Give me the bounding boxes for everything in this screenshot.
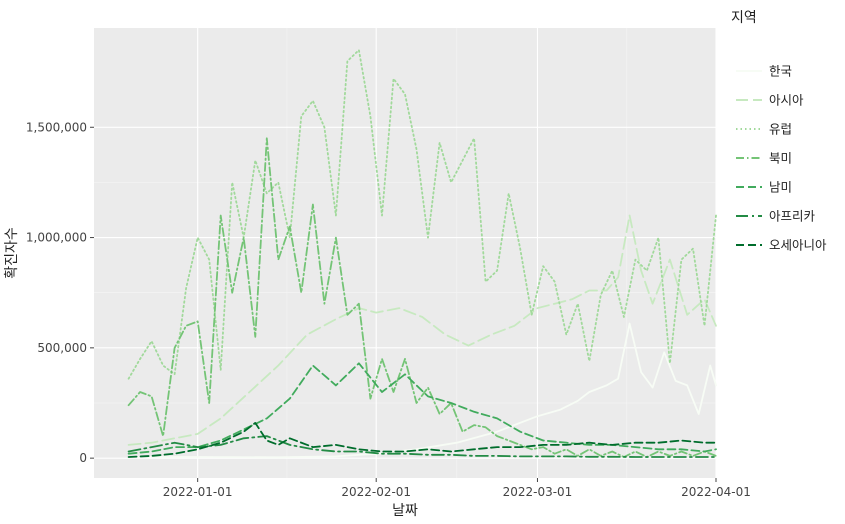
legend-label: 한국 [769, 64, 792, 79]
major-gridlines [94, 28, 717, 478]
x-tick-label: 2022-04-01 [681, 485, 751, 499]
x-tick-label: 2022-03-01 [503, 485, 573, 499]
legend-label: 아프리카 [769, 209, 816, 224]
y-axis-ticks: 0 500,000 1,000,000 1,500,000 [26, 120, 94, 465]
series-line-5 [127, 362, 717, 455]
series-line-7 [127, 422, 717, 458]
y-tick-label: 0 [79, 451, 87, 465]
x-axis-ticks: 2022-01-01 2022-02-01 2022-03-01 2022-04-01 [163, 478, 751, 499]
legend-label: 유럽 [769, 122, 792, 137]
legend-title: 지역 [731, 10, 757, 26]
legend-label: 남미 [769, 180, 792, 195]
legend-label: 북미 [769, 151, 792, 166]
legend-item-2[interactable]: 아시아 [736, 93, 804, 108]
y-tick-label: 500,000 [37, 341, 87, 355]
series-line-4 [127, 137, 717, 458]
y-tick-label: 1,000,000 [26, 231, 87, 245]
legend-item-1[interactable]: 한국 [736, 64, 792, 79]
series-line-2 [127, 214, 717, 446]
x-tick-label: 2022-02-01 [341, 485, 411, 499]
legend-label: 아시아 [769, 93, 804, 108]
x-tick-label: 2022-01-01 [163, 485, 233, 499]
legend-item-5[interactable]: 남미 [736, 180, 792, 195]
legend-label: 오세아니아 [769, 238, 827, 253]
legend-item-6[interactable]: 아프리카 [736, 209, 816, 224]
series-lines [127, 49, 717, 459]
series-line-6 [127, 435, 717, 458]
legend-item-3[interactable]: 유럽 [736, 122, 792, 137]
series-line-3 [127, 49, 717, 380]
y-tick-label: 1,500,000 [26, 120, 87, 134]
y-axis-label: 확진자수 [4, 227, 20, 279]
x-axis-label: 날짜 [392, 503, 418, 519]
legend-item-7[interactable]: 오세아니아 [736, 238, 827, 253]
legend-item-4[interactable]: 북미 [736, 151, 792, 166]
series-line-1 [127, 322, 717, 459]
